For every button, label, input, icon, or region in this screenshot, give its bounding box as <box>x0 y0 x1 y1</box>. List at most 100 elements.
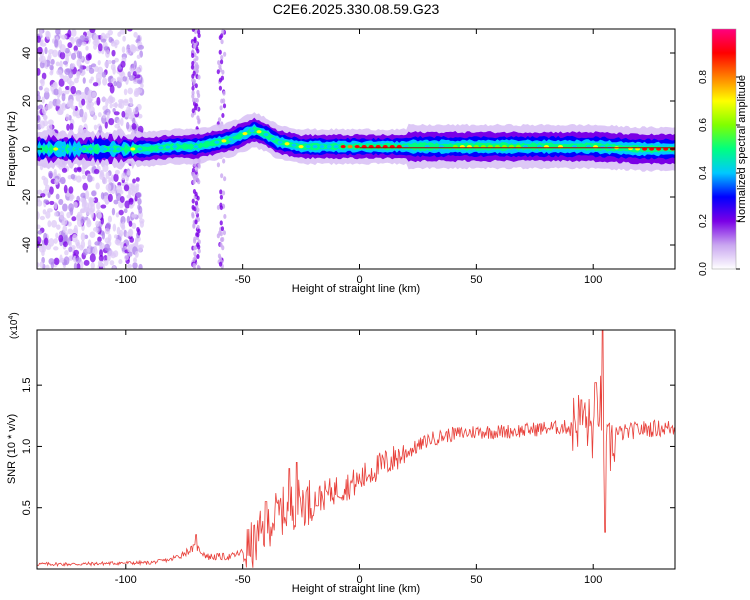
spectrogram-speckle <box>127 29 133 32</box>
spectrogram-speckle <box>40 42 47 47</box>
spectrogram-speckle <box>59 254 63 263</box>
spectrogram-speckle <box>65 85 70 90</box>
spectrogram-speckle <box>54 211 59 217</box>
spectrogram-speckle <box>92 247 98 256</box>
spectrogram-ridge-blob <box>200 143 206 147</box>
spectrogram-speckle <box>123 208 128 214</box>
spectrogram-speckle <box>220 39 224 45</box>
spectrogram-speckle <box>66 123 70 131</box>
spectrogram-speckle <box>117 102 123 108</box>
spectrogram-speckle <box>102 177 108 185</box>
spectrogram-speckle <box>100 204 107 209</box>
spectrogram-speckle <box>192 223 196 229</box>
spectrogram-ridge-blob <box>326 145 332 149</box>
spectrogram-speckle <box>107 82 113 87</box>
spectrogram-speckle <box>112 107 116 113</box>
spectrogram-speckle <box>104 227 111 235</box>
spectrogram-speckle <box>50 58 55 65</box>
spectrogram-speckle <box>132 262 138 269</box>
spectrogram-speckle <box>39 29 43 36</box>
spectrogram-speckle <box>41 106 47 115</box>
spectrogram-speckle <box>126 48 132 55</box>
spectrogram-speckle <box>128 220 133 227</box>
spectrogram-speckle <box>82 182 88 191</box>
spectrogram-speckle <box>81 98 86 106</box>
spectrogram-speckle <box>222 230 226 236</box>
spectrogram-speckle <box>218 230 222 236</box>
spectrogram-speckle <box>137 204 141 211</box>
spectrogram-speckle <box>191 211 195 217</box>
spectrogram-ridge <box>37 112 675 172</box>
spectrogram-speckle <box>85 45 89 51</box>
spectrogram-speckle <box>86 103 91 110</box>
spectrogram-speckle <box>38 243 45 248</box>
spectrogram-speckle <box>69 98 74 107</box>
spectrogram-speckle <box>131 123 137 130</box>
spectrogram-speckle <box>121 46 126 54</box>
spectrogram-speckle <box>95 220 100 227</box>
spectrogram-speckle <box>80 240 86 249</box>
spectrogram-speckle <box>104 243 110 251</box>
spectrogram-ridge-blob <box>207 142 213 146</box>
spectrogram-speckle <box>128 97 133 103</box>
spectrogram-speckle <box>73 77 79 84</box>
x-tick-label: -50 <box>235 274 251 286</box>
spectrogram-speckle <box>62 217 68 226</box>
spectrogram-speckle <box>126 170 131 176</box>
spectrogram-speckle <box>132 178 136 184</box>
spectrogram-speckle <box>56 224 61 230</box>
spectrogram-speckle <box>95 72 102 82</box>
spectrogram-speckle <box>124 200 131 209</box>
spectrogram-speckle <box>47 220 52 228</box>
spectrogram-speckle <box>53 168 57 176</box>
spectrogram-speckle <box>85 54 92 61</box>
spectrogram-speckle <box>79 108 84 118</box>
spectrogram-speckle <box>100 192 105 200</box>
spectrogram-speckle <box>42 209 47 215</box>
spectrogram-ridge-blob <box>81 147 87 151</box>
spectrogram-speckle <box>75 93 81 102</box>
spectrogram-speckle <box>41 72 47 80</box>
spectrogram-speckle <box>89 29 96 34</box>
spectrogram-speckle <box>218 261 223 267</box>
spectrogram-speckle <box>79 64 83 74</box>
spectrogram-speckle <box>90 63 97 68</box>
y-tick-label: 0.5 <box>21 500 33 515</box>
spectrogram-speckle <box>70 105 76 110</box>
snr-scale-label: (x104) <box>8 312 20 339</box>
spectrogram-speckle <box>83 259 90 266</box>
y-tick-label: 40 <box>21 47 33 59</box>
spectrogram-speckle <box>47 119 54 126</box>
spectrogram-speckle <box>137 198 142 205</box>
spectrogram-speckle <box>43 237 49 246</box>
spectrogram-speckle <box>191 29 195 32</box>
colorbar-tick-label: 0.0 <box>698 262 709 276</box>
snr-x-label: Height of straight line (km) <box>292 583 420 595</box>
spectrogram-speckle <box>84 35 89 42</box>
spectrogram-speckle <box>123 184 130 192</box>
x-tick-label: -100 <box>115 574 137 586</box>
spectrogram-speckle <box>91 190 97 197</box>
spectrogram-ridge-blob <box>116 147 122 151</box>
spectrogram-speckle <box>197 74 201 80</box>
spectrogram-speckle <box>73 45 78 52</box>
spectrogram-speckle <box>76 38 82 48</box>
spectrogram-x-label: Height of straight line (km) <box>292 283 420 295</box>
spectrogram-speckle <box>122 76 127 82</box>
spectrogram-speckle <box>113 173 119 182</box>
spectrogram-speckle <box>89 253 96 263</box>
spectrogram-speckle <box>53 246 59 251</box>
spectrogram-speckle <box>37 94 41 102</box>
spectrogram-speckle <box>73 167 78 173</box>
spectrogram-speckle <box>127 71 131 78</box>
spectrogram-speckle <box>53 257 60 266</box>
spectrogram-ridge-blob <box>228 137 234 141</box>
spectrogram-ridge-blob <box>270 137 276 141</box>
spectrogram-speckle <box>61 93 66 102</box>
spectrogram-ridge-blob <box>214 140 220 144</box>
spectrogram-speckle <box>197 248 201 254</box>
spectrogram-speckle <box>102 77 108 86</box>
spectrogram-speckle <box>50 84 55 92</box>
spectrogram-speckle <box>76 70 81 77</box>
spectrogram-speckle <box>128 197 134 205</box>
